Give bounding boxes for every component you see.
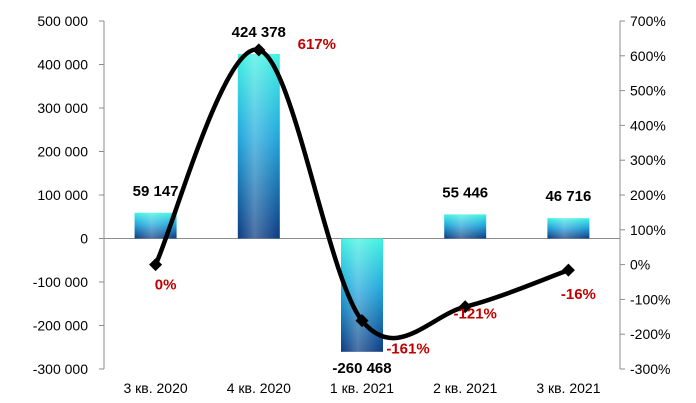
bar-highlight — [547, 218, 590, 239]
bar-series — [134, 53, 590, 352]
left-tick-label: 0 — [80, 231, 88, 247]
right-y-axis: -300% -200% -100% 0% 100% 200% 300% 400% 500% 600… — [619, 13, 670, 377]
line-point — [149, 258, 163, 272]
line-series — [149, 43, 575, 341]
left-tick-label: 100 000 — [37, 187, 88, 203]
bar-value-label: 424 378 — [232, 24, 286, 41]
right-tick-label: 500% — [630, 83, 666, 99]
left-tick-label: -100 000 — [33, 274, 88, 290]
percent-label: -121% — [454, 306, 497, 323]
x-tick-label: 3 кв. 2021 — [536, 380, 600, 396]
right-tick-label: 0% — [630, 257, 650, 273]
bar-highlight — [237, 53, 280, 239]
right-tick-label: 700% — [630, 13, 666, 29]
left-tick-label: -200 000 — [33, 318, 88, 334]
left-tick-label: 500 000 — [37, 13, 88, 29]
growth-line — [153, 47, 571, 341]
left-tick-label: 400 000 — [37, 57, 88, 73]
x-tick-label: 4 кв. 2020 — [227, 380, 291, 396]
left-y-axis: -300 000 -200 000 -100 000 0 100 000 200 000 3… — [33, 13, 105, 377]
x-tick-label: 1 кв. 2021 — [330, 380, 394, 396]
right-tick-label: -200% — [630, 326, 670, 342]
percent-label: -16% — [561, 286, 596, 303]
x-axis: 3 кв. 2020 4 кв. 2020 1 кв. 2021 2 кв. 2021… — [104, 238, 620, 396]
percent-label: 0% — [155, 277, 177, 294]
bar-value-label: 55 446 — [442, 184, 488, 201]
left-tick-label: 300 000 — [37, 100, 88, 116]
percent-label: -161% — [386, 341, 429, 358]
right-tick-label: 400% — [630, 117, 666, 133]
left-tick-label: -300 000 — [33, 361, 88, 377]
x-tick-label: 3 кв. 2020 — [124, 380, 188, 396]
line-point — [561, 263, 575, 277]
right-tick-label: -100% — [630, 291, 670, 307]
data-labels: 59 147 424 378 -260 468 55 446 46 716 0% 617% -… — [133, 24, 596, 377]
line-point — [458, 300, 472, 314]
right-tick-label: 300% — [630, 152, 666, 168]
right-tick-label: 100% — [630, 222, 666, 238]
line-point — [252, 43, 266, 57]
line-point — [355, 314, 369, 328]
percent-label: 617% — [298, 36, 336, 53]
x-tick-label: 2 кв. 2021 — [433, 380, 497, 396]
bar-value-label: -260 468 — [332, 360, 391, 377]
right-tick-label: -300% — [630, 361, 670, 377]
right-tick-label: 200% — [630, 187, 666, 203]
left-tick-label: 200 000 — [37, 144, 88, 160]
bar-value-label: 59 147 — [133, 183, 179, 200]
bar-highlight — [444, 214, 487, 239]
right-tick-label: 600% — [630, 48, 666, 64]
bar-value-label: 46 716 — [545, 188, 591, 205]
